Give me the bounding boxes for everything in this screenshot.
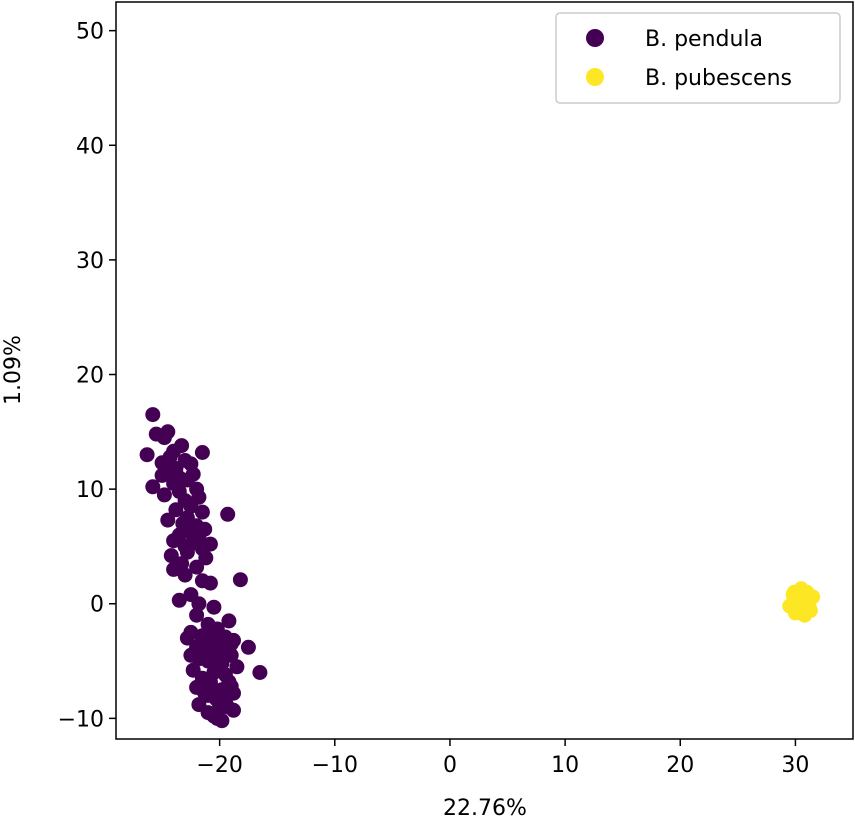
point-b-pendula-104: [179, 630, 195, 646]
y-tick-label: −10: [58, 707, 104, 732]
point-b-pendula-26: [168, 502, 184, 518]
points-layer: [139, 407, 821, 729]
point-b-pendula-0: [145, 407, 161, 423]
x-tick-label: 20: [666, 753, 694, 778]
point-b-pendula-98: [217, 667, 233, 683]
point-b-pendula-99: [202, 674, 218, 690]
y-tick-label: 20: [76, 364, 104, 389]
point-b-pendula-66: [240, 639, 256, 655]
point-b-pendula-28: [220, 506, 236, 522]
point-b-pendula-100: [223, 678, 239, 694]
y-tick-label: 30: [76, 249, 104, 274]
point-b-pendula-48: [177, 567, 193, 583]
point-b-pubescens-15: [802, 603, 818, 619]
legend-marker-b-pendula: [586, 29, 604, 47]
point-b-pendula-42: [179, 544, 195, 560]
point-b-pendula-25: [183, 498, 199, 514]
x-tick-label: 30: [781, 753, 809, 778]
point-b-pendula-22: [156, 487, 172, 503]
point-b-pendula-43: [163, 548, 179, 564]
point-b-pendula-19: [145, 479, 161, 495]
point-b-pendula-51: [202, 575, 218, 591]
point-b-pendula-3: [156, 430, 172, 446]
y-tick-label: 40: [76, 134, 104, 159]
point-b-pendula-106: [212, 687, 228, 703]
point-b-pendula-96: [191, 651, 207, 667]
point-b-pendula-56: [221, 613, 237, 629]
x-tick-label: 10: [551, 753, 579, 778]
y-tick-label: 0: [90, 593, 104, 618]
point-b-pubescens-13: [790, 598, 806, 614]
point-b-pendula-76: [252, 665, 268, 680]
plot-frame: [115, 1, 854, 740]
legend-label-b-pendula: B. pendula: [645, 27, 763, 52]
point-b-pendula-57: [189, 607, 205, 623]
point-b-pendula-30: [160, 512, 176, 528]
point-b-pendula-17: [179, 472, 195, 488]
point-b-pendula-7: [139, 447, 155, 463]
x-tick-label: −20: [196, 753, 242, 778]
point-b-pendula-50: [232, 572, 248, 588]
point-b-pendula-47: [166, 561, 182, 577]
legend-box: [555, 12, 841, 104]
point-b-pendula-27: [194, 504, 210, 520]
point-b-pendula-103: [214, 642, 230, 658]
point-b-pubescens-14: [786, 584, 802, 600]
legend-label-b-pubescens: B. pubescens: [645, 66, 792, 91]
x-tick-label: 0: [443, 753, 457, 778]
point-b-pendula-46: [189, 559, 205, 575]
x-tick-label: −10: [312, 753, 358, 778]
point-b-pendula-101: [197, 685, 213, 701]
point-b-pendula-55: [206, 599, 222, 615]
point-b-pendula-53: [171, 592, 187, 608]
plot-area-background: [116, 2, 853, 739]
legend-marker-b-pubescens: [586, 68, 604, 86]
point-b-pendula-6: [194, 445, 210, 460]
y-tick-label: 10: [76, 478, 104, 503]
y-tick-label: 50: [76, 20, 104, 45]
point-b-pendula-107: [220, 699, 236, 715]
point-b-pendula-54: [191, 596, 207, 612]
point-b-pendula-37: [166, 533, 182, 549]
point-b-pendula-105: [200, 624, 216, 640]
point-b-pendula-44: [198, 550, 214, 566]
y-axis-label: 1.09%: [1, 335, 26, 405]
point-b-pendula-92: [209, 710, 225, 726]
ticks-layer: −20 −10 0 10 20 30 −10 0 10 20 30 40 50: [58, 20, 810, 778]
point-b-pendula-16: [154, 467, 170, 483]
point-b-pendula-73: [229, 659, 245, 675]
x-axis-label: 22.76%: [443, 796, 527, 821]
legend: B. pendula B. pubescens: [555, 12, 841, 104]
